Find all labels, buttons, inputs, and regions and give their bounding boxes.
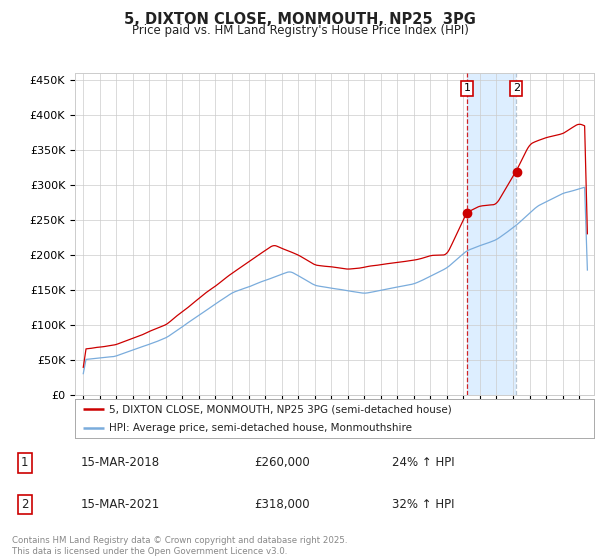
- Text: 1: 1: [21, 456, 28, 469]
- Text: Price paid vs. HM Land Registry's House Price Index (HPI): Price paid vs. HM Land Registry's House …: [131, 24, 469, 36]
- Text: 5, DIXTON CLOSE, MONMOUTH, NP25  3PG: 5, DIXTON CLOSE, MONMOUTH, NP25 3PG: [124, 12, 476, 27]
- Bar: [467, 73, 517, 395]
- Text: 15-MAR-2018: 15-MAR-2018: [81, 456, 160, 469]
- Text: 2: 2: [21, 498, 28, 511]
- Text: £260,000: £260,000: [254, 456, 310, 469]
- Text: £318,000: £318,000: [254, 498, 310, 511]
- Text: 15-MAR-2021: 15-MAR-2021: [81, 498, 160, 511]
- Text: Contains HM Land Registry data © Crown copyright and database right 2025.
This d: Contains HM Land Registry data © Crown c…: [12, 536, 347, 556]
- Text: HPI: Average price, semi-detached house, Monmouthshire: HPI: Average price, semi-detached house,…: [109, 423, 412, 433]
- Text: 2: 2: [513, 83, 520, 93]
- Text: 5, DIXTON CLOSE, MONMOUTH, NP25 3PG (semi-detached house): 5, DIXTON CLOSE, MONMOUTH, NP25 3PG (sem…: [109, 404, 451, 414]
- Text: 32% ↑ HPI: 32% ↑ HPI: [392, 498, 455, 511]
- Text: 24% ↑ HPI: 24% ↑ HPI: [392, 456, 455, 469]
- Text: 1: 1: [463, 83, 470, 93]
